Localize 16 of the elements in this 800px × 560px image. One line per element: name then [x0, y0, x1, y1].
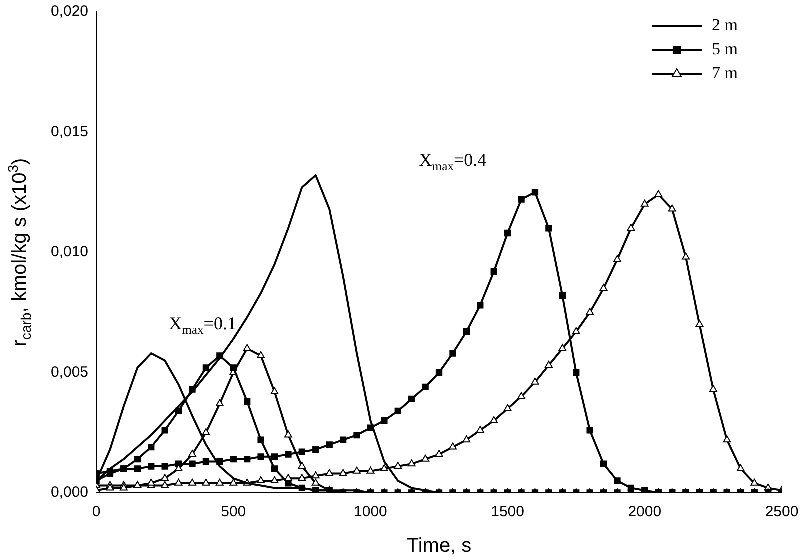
legend-label: 2 m: [712, 15, 738, 34]
legend-label: 7 m: [712, 63, 738, 82]
x-tick-label: 500: [221, 504, 246, 521]
y-axis-title: rcarb, kmol/kg s (x103): [5, 158, 34, 347]
y-tick-label: 0,020: [50, 3, 89, 20]
x-tick-label: 2000: [628, 504, 662, 521]
x-tick-label: 0: [92, 504, 101, 521]
y-tick-label: 0,000: [50, 484, 89, 502]
y-tick-label: 0,005: [50, 364, 89, 381]
y-tick-label: 0,015: [50, 123, 89, 140]
legend-label: 5 m: [712, 39, 738, 58]
x-tick-label: 2500: [765, 504, 799, 521]
x-tick-label: 1000: [354, 504, 388, 521]
x-axis-title: Time, s: [406, 535, 472, 557]
y-tick-label: 0,010: [50, 244, 89, 261]
x-tick-label: 1500: [491, 504, 524, 521]
